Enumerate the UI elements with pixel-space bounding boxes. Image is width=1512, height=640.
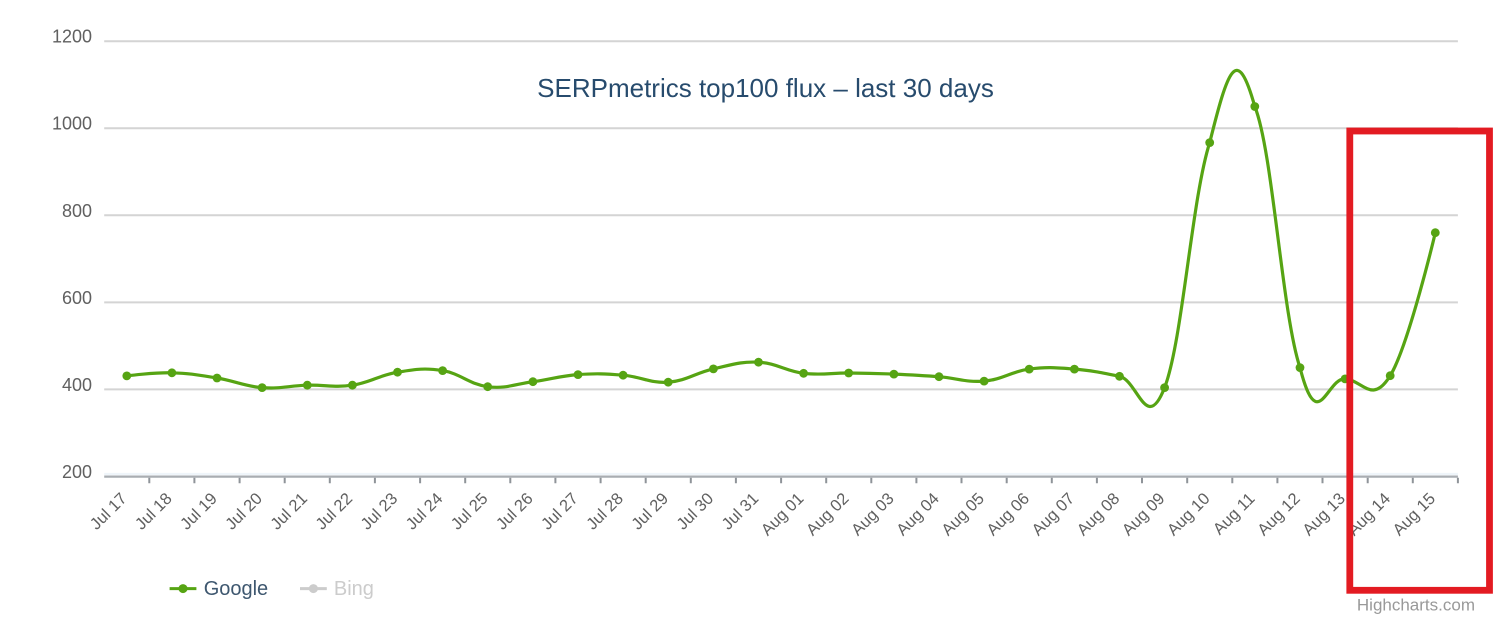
svg-text:SERPmetrics top100 flux – last: SERPmetrics top100 flux – last 30 days xyxy=(537,73,994,103)
svg-text:600: 600 xyxy=(62,288,92,308)
svg-text:Google: Google xyxy=(204,578,269,600)
svg-text:1000: 1000 xyxy=(52,114,92,134)
svg-text:400: 400 xyxy=(62,375,92,395)
svg-text:1200: 1200 xyxy=(52,27,92,47)
svg-text:Bing: Bing xyxy=(334,578,374,600)
svg-text:800: 800 xyxy=(62,201,92,221)
svg-text:Highcharts.com: Highcharts.com xyxy=(1357,595,1475,614)
svg-text:200: 200 xyxy=(62,462,92,482)
